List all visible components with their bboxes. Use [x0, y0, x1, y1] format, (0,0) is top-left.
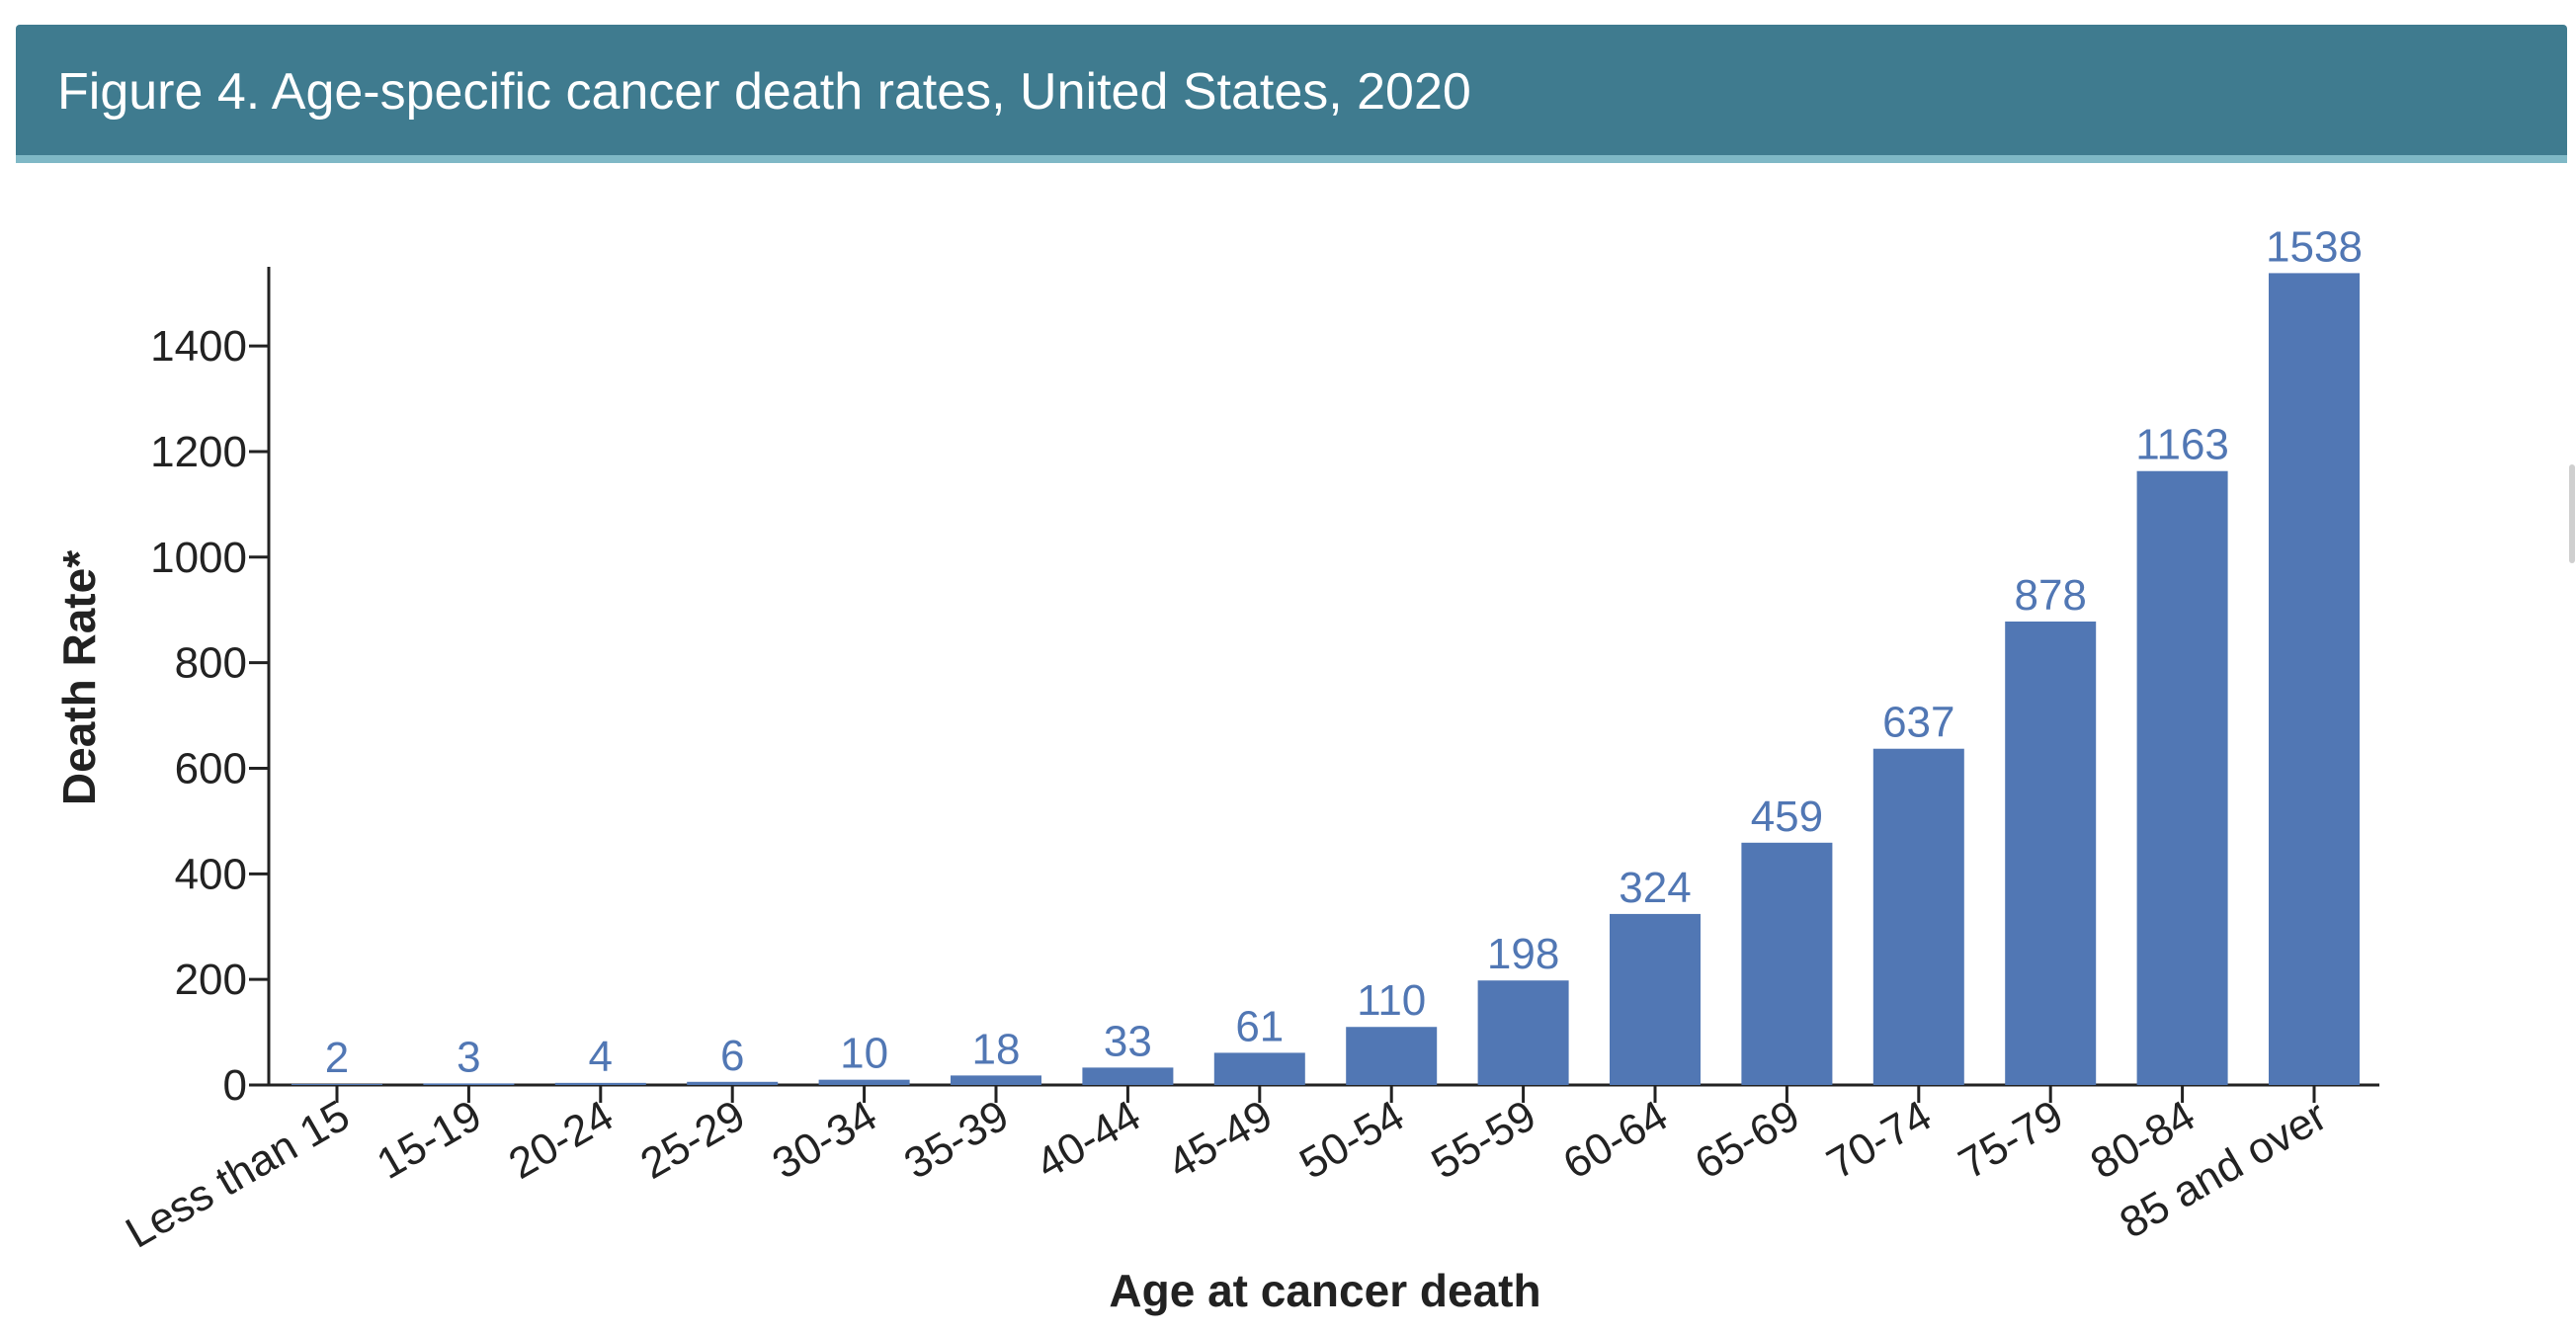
x-tick-label: 20-24	[501, 1091, 622, 1189]
bar	[1082, 1067, 1174, 1085]
data-label: 198	[1487, 930, 1559, 978]
y-tick-label: 800	[175, 639, 247, 688]
x-tick-label: 50-54	[1291, 1091, 1412, 1189]
data-label: 459	[1751, 793, 1823, 841]
y-axis: 0 200 400 600 800 1000 1200 1400	[150, 267, 271, 1110]
figure-title: Figure 4. Age-specific cancer death rate…	[57, 63, 1471, 121]
bar	[1213, 1052, 1305, 1085]
data-label: 61	[1235, 1002, 1284, 1050]
bar	[951, 1075, 1041, 1085]
data-label: 878	[2014, 571, 2086, 620]
bar	[2005, 621, 2097, 1085]
data-label: 110	[1357, 976, 1426, 1025]
bar	[1741, 842, 1833, 1085]
bar	[2136, 470, 2228, 1085]
x-tick-label: 60-64	[1555, 1091, 1676, 1189]
bar	[1872, 748, 1964, 1085]
y-tick-label: 200	[175, 956, 247, 1004]
x-tick-label: 15-19	[369, 1091, 489, 1189]
data-label: 3	[457, 1033, 480, 1081]
bar	[1477, 980, 1569, 1085]
bar	[1346, 1027, 1438, 1085]
bar	[818, 1079, 910, 1085]
data-label: 637	[1882, 699, 1954, 747]
data-label: 1163	[2135, 421, 2229, 469]
bar	[1610, 913, 1701, 1085]
y-tick-label: 400	[175, 850, 247, 898]
bar	[2269, 273, 2360, 1086]
x-tick-label: Less than 15	[118, 1091, 358, 1257]
x-tick-label: 30-34	[765, 1091, 885, 1189]
x-axis-title: Age at cancer death	[1109, 1265, 1540, 1316]
x-tick-label: 25-29	[632, 1091, 753, 1189]
y-axis-title: Death Rate*	[53, 550, 105, 805]
x-tick-label: 35-39	[896, 1091, 1017, 1189]
x-tick-label: 45-49	[1160, 1091, 1281, 1189]
data-label: 1538	[2266, 222, 2363, 271]
data-label: 2	[325, 1034, 349, 1082]
data-label: 33	[1104, 1017, 1152, 1065]
bar	[687, 1081, 779, 1085]
data-labels: 2 3 4 6 10 18 33 61 110 198 324 459 637 878 1163 1538	[325, 222, 2363, 1082]
x-tick-label: 75-79	[1951, 1091, 2071, 1189]
bar	[554, 1082, 646, 1085]
bar	[291, 1083, 382, 1085]
bar	[423, 1083, 515, 1085]
y-tick-label: 0	[223, 1061, 247, 1110]
x-tick-label: 40-44	[1028, 1091, 1148, 1189]
x-tick-label: 70-74	[1819, 1091, 1940, 1189]
y-tick-label: 1000	[150, 534, 247, 582]
figure-header: Figure 4. Age-specific cancer death rate…	[16, 25, 2567, 163]
y-tick-label: 1400	[150, 322, 247, 371]
scrollbar-thumb[interactable]	[2569, 464, 2575, 563]
data-label: 6	[720, 1032, 744, 1080]
x-tick-label: 65-69	[1687, 1091, 1807, 1189]
y-tick-label: 1200	[150, 428, 247, 476]
data-label: 18	[972, 1025, 1021, 1073]
data-label: 324	[1619, 864, 1691, 912]
data-label: 4	[589, 1033, 613, 1081]
bar-series	[291, 273, 2360, 1086]
x-tick-label: 55-59	[1424, 1091, 1544, 1189]
data-label: 10	[840, 1030, 888, 1078]
y-tick-label: 600	[175, 744, 247, 793]
x-axis: Less than 15 15-19 20-24 25-29 30-34 35-39 40-…	[118, 1083, 2379, 1258]
